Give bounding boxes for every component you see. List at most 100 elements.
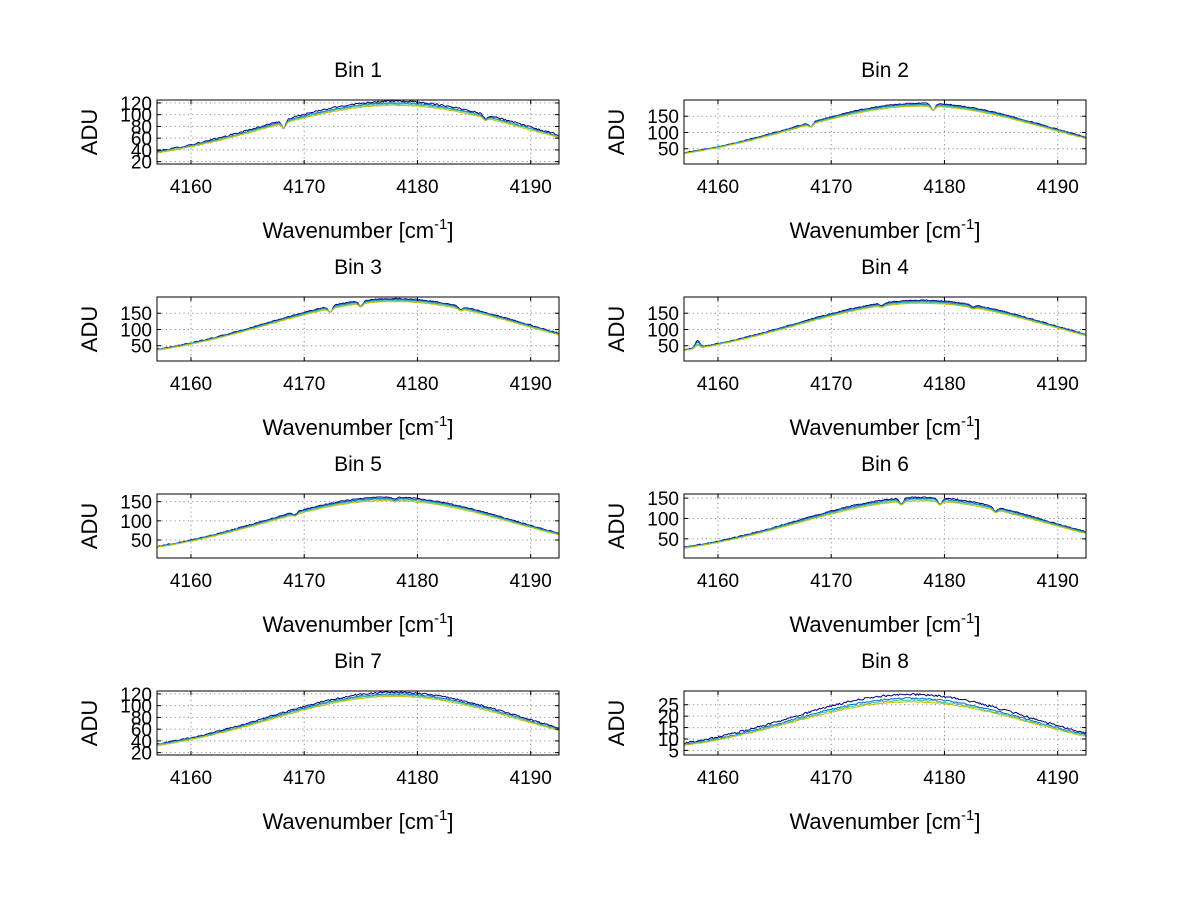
x-tick-label: 4170 [283, 177, 325, 198]
x-axis-label-superscript: -1 [434, 216, 447, 233]
y-axis-label: ADU [77, 503, 102, 549]
series-line-trace-4 [157, 104, 559, 154]
y-tick-label: 80 [131, 117, 152, 138]
x-tick-label: 4190 [1037, 177, 1079, 198]
y-axis-label: ADU [77, 700, 102, 746]
axes-title: Bin 1 [334, 59, 382, 82]
x-tick-label: 4190 [510, 768, 552, 789]
x-axis-label: Wavenumber [cm-1] [262, 216, 453, 243]
y-tick-label: 150 [647, 304, 679, 325]
x-axis-label-main: Wavenumber [cm [262, 612, 434, 637]
x-tick-label: 4160 [170, 571, 212, 592]
series-line-trace-1 [157, 100, 559, 152]
y-tick-label: 40 [131, 732, 152, 753]
x-tick-label: 4180 [923, 374, 965, 395]
x-tick-label: 4170 [283, 374, 325, 395]
y-tick-label: 150 [120, 304, 152, 325]
y-tick-label: 100 [120, 697, 152, 718]
x-axis-label-close: ] [447, 612, 453, 637]
x-axis-label-close: ] [974, 415, 980, 440]
axes-box [683, 99, 1087, 165]
y-tick-label: 50 [131, 337, 152, 358]
axes-title: Bin 3 [334, 256, 382, 279]
x-tick-label: 4190 [510, 374, 552, 395]
series-line-trace-2 [684, 497, 1086, 548]
x-axis-label: Wavenumber [cm-1] [789, 216, 980, 243]
x-axis-label-main: Wavenumber [cm [262, 218, 434, 243]
x-tick-label: 4160 [697, 768, 739, 789]
series-line-trace-4 [157, 695, 559, 747]
x-tick-label: 4160 [170, 177, 212, 198]
axes-title: Bin 4 [861, 256, 909, 279]
y-tick-label: 25 [658, 696, 679, 717]
x-axis-label-close: ] [974, 809, 980, 834]
y-tick-label: 15 [658, 719, 679, 740]
axes-frame [156, 493, 560, 559]
x-axis-label-main: Wavenumber [cm [262, 809, 434, 834]
axes-box [683, 690, 1087, 756]
y-axis-label: ADU [604, 109, 629, 155]
y-axis-label: ADU [604, 306, 629, 352]
series-line-trace-2 [684, 697, 1086, 745]
x-tick-label: 4160 [697, 374, 739, 395]
axes-frame [683, 690, 1087, 756]
x-axis-label-main: Wavenumber [cm [789, 218, 961, 243]
y-tick-label: 150 [647, 489, 679, 510]
x-axis-label-superscript: -1 [961, 413, 974, 430]
x-axis-label-close: ] [447, 415, 453, 440]
x-tick-label: 4180 [396, 374, 438, 395]
y-tick-label: 80 [131, 708, 152, 729]
series-line-trace-4 [684, 700, 1086, 746]
series-line-trace-1 [157, 691, 559, 745]
y-tick-label: 100 [647, 320, 679, 341]
series-line-trace-4 [684, 105, 1086, 155]
y-tick-label: 5 [668, 741, 679, 762]
y-tick-label: 10 [658, 730, 679, 751]
x-tick-label: 4190 [1037, 571, 1079, 592]
x-axis-label-close: ] [974, 218, 980, 243]
axes-box [156, 99, 560, 165]
axes-frame [156, 690, 560, 756]
axes-title: Bin 2 [861, 59, 909, 82]
series-line-trace-4 [157, 499, 559, 548]
y-axis-label: ADU [604, 700, 629, 746]
x-axis-label-main: Wavenumber [cm [789, 415, 961, 440]
series-line-trace-4 [684, 302, 1086, 351]
axes-title: Bin 5 [334, 453, 382, 476]
y-tick-label: 50 [131, 531, 152, 552]
axes-title: Bin 8 [861, 650, 909, 673]
x-axis-label-close: ] [974, 612, 980, 637]
x-tick-label: 4170 [283, 768, 325, 789]
x-tick-label: 4160 [697, 571, 739, 592]
x-tick-label: 4160 [170, 768, 212, 789]
x-axis-label-main: Wavenumber [cm [262, 415, 434, 440]
axes-title: Bin 7 [334, 650, 382, 673]
y-tick-label: 20 [131, 744, 152, 765]
x-tick-label: 4190 [510, 571, 552, 592]
x-axis-label-superscript: -1 [434, 413, 447, 430]
x-tick-label: 4190 [510, 177, 552, 198]
x-axis-label-superscript: -1 [434, 610, 447, 627]
y-tick-label: 150 [647, 107, 679, 128]
x-tick-label: 4190 [1037, 374, 1079, 395]
y-tick-label: 50 [658, 140, 679, 161]
x-tick-label: 4180 [396, 768, 438, 789]
series-line-trace-4 [157, 300, 559, 351]
x-axis-label-superscript: -1 [961, 807, 974, 824]
axes-box [156, 296, 560, 362]
x-tick-label: 4160 [697, 177, 739, 198]
x-tick-label: 4180 [923, 768, 965, 789]
x-axis-label-superscript: -1 [961, 216, 974, 233]
y-tick-label: 60 [131, 720, 152, 741]
series-line-trace-1 [684, 693, 1086, 744]
x-tick-label: 4190 [1037, 768, 1079, 789]
x-axis-label: Wavenumber [cm-1] [262, 413, 453, 440]
